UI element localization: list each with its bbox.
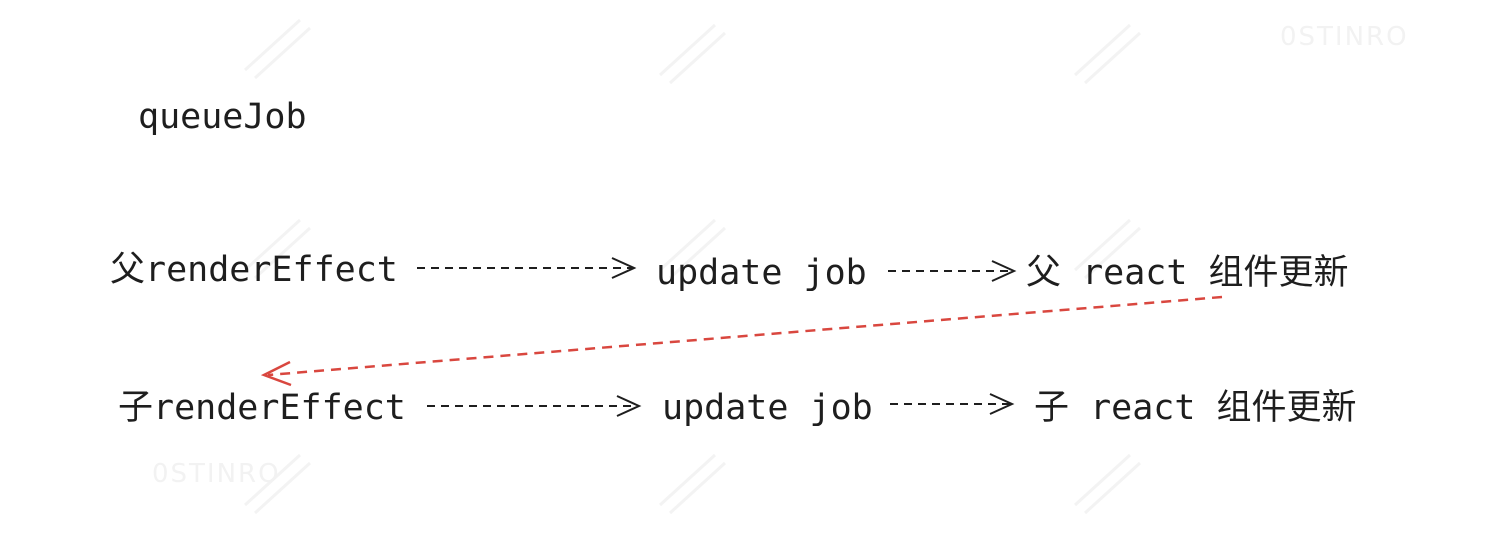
parent-render-effect-label: 父renderEffect xyxy=(110,250,398,290)
child-render-effect-label: 子renderEffect xyxy=(118,388,406,428)
watermark-mark xyxy=(1073,218,1142,280)
watermark-mark xyxy=(243,218,312,280)
child-update-job-label: update job xyxy=(662,388,873,428)
cross-arrow xyxy=(260,295,1223,387)
row-child: 子renderEffect update job 子 react 组件更新 xyxy=(118,388,1357,428)
watermark-layer: 0STINRO 0STINRO xyxy=(152,18,1409,515)
cross-arrowhead xyxy=(260,360,292,387)
parent-react-update-label: 父 react 组件更新 xyxy=(1026,253,1349,293)
diagram-title: queueJob xyxy=(138,97,307,137)
watermark-mark xyxy=(1073,453,1142,515)
watermark-mark xyxy=(243,18,312,80)
watermark-mark xyxy=(1073,23,1142,85)
watermark-mark xyxy=(658,218,727,280)
watermark-mark xyxy=(658,453,727,515)
child-react-update-label: 子 react 组件更新 xyxy=(1034,388,1357,428)
parent-update-job-label: update job xyxy=(656,253,867,293)
row-parent: 父renderEffect update job 父 react 组件更新 xyxy=(110,250,1349,293)
watermark-mark xyxy=(658,23,727,85)
watermark-text: 0STINRO xyxy=(152,459,281,489)
arrowhead-parent-job-to-update xyxy=(991,260,1017,282)
cross-arrow-line xyxy=(267,295,1223,377)
arrowhead-child-effect-to-job xyxy=(616,395,642,417)
arrowhead-parent-effect-to-job xyxy=(611,257,637,279)
watermark-text: 0STINRO xyxy=(1280,22,1409,52)
watermark-mark xyxy=(243,453,312,515)
arrowhead-child-job-to-update xyxy=(989,393,1015,415)
